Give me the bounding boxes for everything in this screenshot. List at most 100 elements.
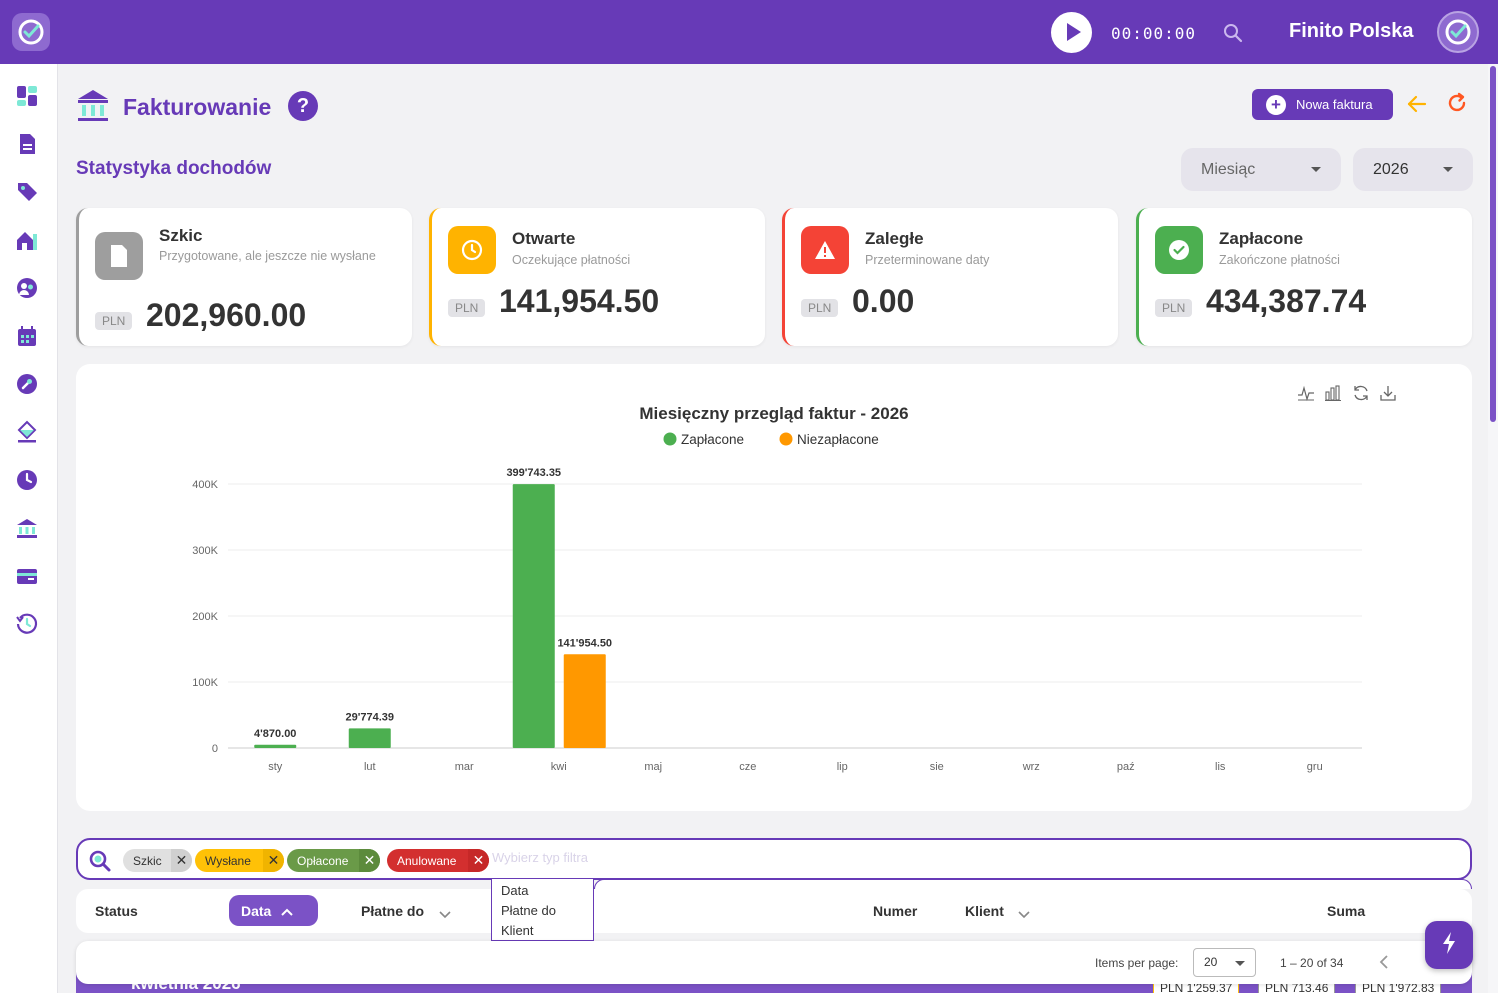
people-icon[interactable] bbox=[14, 275, 40, 301]
clock-icon bbox=[448, 226, 496, 274]
column-sum[interactable]: Suma bbox=[1327, 903, 1366, 919]
y-tick-label: 200K bbox=[192, 611, 218, 623]
paint-bucket-icon[interactable] bbox=[14, 419, 40, 445]
stat-card-amount: 0.00 bbox=[852, 283, 915, 319]
data-label: 29'774.39 bbox=[346, 711, 395, 723]
chevron-up-icon bbox=[281, 903, 294, 919]
group-option-due[interactable]: Płatne do bbox=[501, 903, 556, 918]
stat-card-subtitle: Przygotowane, ale jeszcze nie wysłane bbox=[159, 249, 376, 263]
line-chart-icon[interactable] bbox=[1297, 384, 1315, 402]
stat-card-subtitle: Oczekujące płatności bbox=[512, 253, 631, 267]
history-icon[interactable] bbox=[14, 611, 40, 637]
filter-chip[interactable]: Opłacone ✕ bbox=[287, 849, 380, 872]
chevron-down-icon bbox=[1311, 167, 1321, 172]
help-button[interactable]: ? bbox=[288, 91, 318, 121]
stat-card-subtitle: Przeterminowane daty bbox=[865, 253, 990, 267]
x-tick-label: lis bbox=[1215, 761, 1226, 773]
y-tick-label: 100K bbox=[192, 677, 218, 689]
filter-input[interactable]: Wybierz typ filtra bbox=[492, 850, 588, 865]
page-size-value: 20 bbox=[1204, 955, 1218, 969]
filter-chip[interactable]: Wysłane ✕ bbox=[195, 849, 284, 872]
download-icon[interactable] bbox=[1379, 384, 1397, 402]
stat-card-open[interactable]: Otwarte Oczekujące płatności PLN 141,954… bbox=[429, 208, 765, 346]
filter-chip[interactable]: Szkic ✕ bbox=[123, 849, 192, 872]
column-client[interactable]: Klient bbox=[965, 903, 1004, 919]
group-option-client[interactable]: Klient bbox=[501, 923, 534, 938]
x-tick-label: mar bbox=[455, 761, 474, 773]
refresh-icon[interactable] bbox=[1446, 92, 1468, 114]
document-icon[interactable] bbox=[14, 131, 40, 157]
filter-chip-label: Anulowane bbox=[397, 853, 457, 868]
quick-action-button[interactable] bbox=[1425, 921, 1473, 969]
timer-display: 00:00:00 bbox=[1111, 24, 1197, 43]
scrollbar-track[interactable] bbox=[1488, 64, 1498, 993]
dashboard-icon[interactable] bbox=[14, 83, 40, 109]
year-select-value: 2026 bbox=[1373, 160, 1409, 178]
tag-icon[interactable] bbox=[14, 178, 40, 204]
x-tick-label: lip bbox=[837, 761, 848, 773]
avatar-icon[interactable] bbox=[1437, 11, 1479, 53]
column-date-label: Data bbox=[241, 902, 272, 919]
period-select-value: Miesiąc bbox=[1201, 160, 1256, 178]
search-icon[interactable] bbox=[88, 849, 112, 873]
play-icon[interactable] bbox=[1051, 12, 1092, 53]
new-invoice-button[interactable]: + Nowa faktura bbox=[1252, 89, 1393, 120]
currency-badge: PLN bbox=[801, 299, 839, 317]
stat-card-overdue[interactable]: Zaległe Przeterminowane daty PLN 0.00 bbox=[782, 208, 1118, 346]
data-label: 4'870.00 bbox=[254, 728, 296, 740]
wrench-icon[interactable] bbox=[14, 371, 40, 397]
year-select[interactable]: 2026 bbox=[1353, 148, 1473, 191]
chevron-down-icon bbox=[1235, 961, 1245, 966]
page-size-select[interactable]: 20 bbox=[1193, 948, 1256, 977]
lightning-icon bbox=[1441, 931, 1457, 960]
scrollbar-thumb[interactable] bbox=[1490, 66, 1496, 422]
items-per-page-label: Items per page: bbox=[1095, 956, 1179, 970]
calendar-icon[interactable] bbox=[14, 323, 40, 349]
chevron-down-icon[interactable] bbox=[439, 906, 451, 924]
previous-page-icon[interactable] bbox=[1376, 953, 1394, 971]
x-tick-label: cze bbox=[739, 761, 756, 773]
filter-bar[interactable]: Szkic ✕ Wysłane ✕ Opłacone ✕ Anulowane ✕ Wybier… bbox=[76, 838, 1472, 880]
top-bar: 00:00:00 Finito Polska bbox=[0, 0, 1498, 64]
y-tick-label: 400K bbox=[192, 479, 218, 491]
sidebar bbox=[0, 64, 58, 993]
group-by-dropdown: Data Płatne do Klient bbox=[491, 879, 594, 941]
chart-bar bbox=[563, 654, 606, 748]
filter-chip-label: Opłacone bbox=[297, 853, 349, 868]
remove-filter-icon[interactable]: ✕ bbox=[263, 849, 284, 872]
chart-card: Miesięczny przegląd faktur - 2026 Zapłaco… bbox=[76, 364, 1472, 811]
column-status[interactable]: Status bbox=[95, 903, 138, 919]
bank-icon[interactable] bbox=[14, 515, 40, 541]
search-icon[interactable] bbox=[1222, 22, 1244, 44]
document-icon bbox=[95, 232, 143, 280]
stat-card-title: Zapłacone bbox=[1219, 229, 1304, 248]
stat-card-draft[interactable]: Szkic Przygotowane, ale jeszcze nie wysł… bbox=[76, 208, 412, 346]
x-tick-label: wrz bbox=[1022, 761, 1040, 773]
chevron-down-icon[interactable] bbox=[1018, 906, 1030, 924]
column-date-sort[interactable]: Data bbox=[229, 895, 318, 926]
page-range: 1 – 20 of 34 bbox=[1280, 956, 1344, 970]
column-due[interactable]: Płatne do bbox=[361, 903, 425, 919]
organization-name[interactable]: Finito Polska bbox=[1289, 20, 1414, 42]
currency-badge: PLN bbox=[1155, 299, 1193, 317]
group-option-date[interactable]: Data bbox=[501, 883, 529, 898]
chart-bar bbox=[348, 728, 391, 748]
bar-chart-icon[interactable] bbox=[1324, 384, 1342, 402]
remove-filter-icon[interactable]: ✕ bbox=[468, 849, 489, 872]
stat-card-paid[interactable]: Zapłacone Zakończone płatności PLN 434,3… bbox=[1136, 208, 1472, 346]
home-icon[interactable] bbox=[14, 227, 40, 253]
card-icon[interactable] bbox=[14, 563, 40, 589]
remove-filter-icon[interactable]: ✕ bbox=[171, 849, 192, 872]
restore-icon[interactable] bbox=[1352, 384, 1370, 402]
stat-card-title: Otwarte bbox=[512, 229, 576, 248]
currency-badge: PLN bbox=[95, 312, 133, 330]
column-number[interactable]: Numer bbox=[873, 903, 918, 919]
logo-icon[interactable] bbox=[12, 13, 50, 51]
clock-icon[interactable] bbox=[14, 467, 40, 493]
period-select[interactable]: Miesiąc bbox=[1181, 148, 1341, 191]
filter-chip[interactable]: Anulowane ✕ bbox=[387, 849, 489, 872]
legend-marker bbox=[779, 432, 793, 446]
back-arrow-icon[interactable] bbox=[1406, 93, 1428, 115]
remove-filter-icon[interactable]: ✕ bbox=[359, 849, 380, 872]
x-tick-label: paź bbox=[1117, 761, 1135, 773]
